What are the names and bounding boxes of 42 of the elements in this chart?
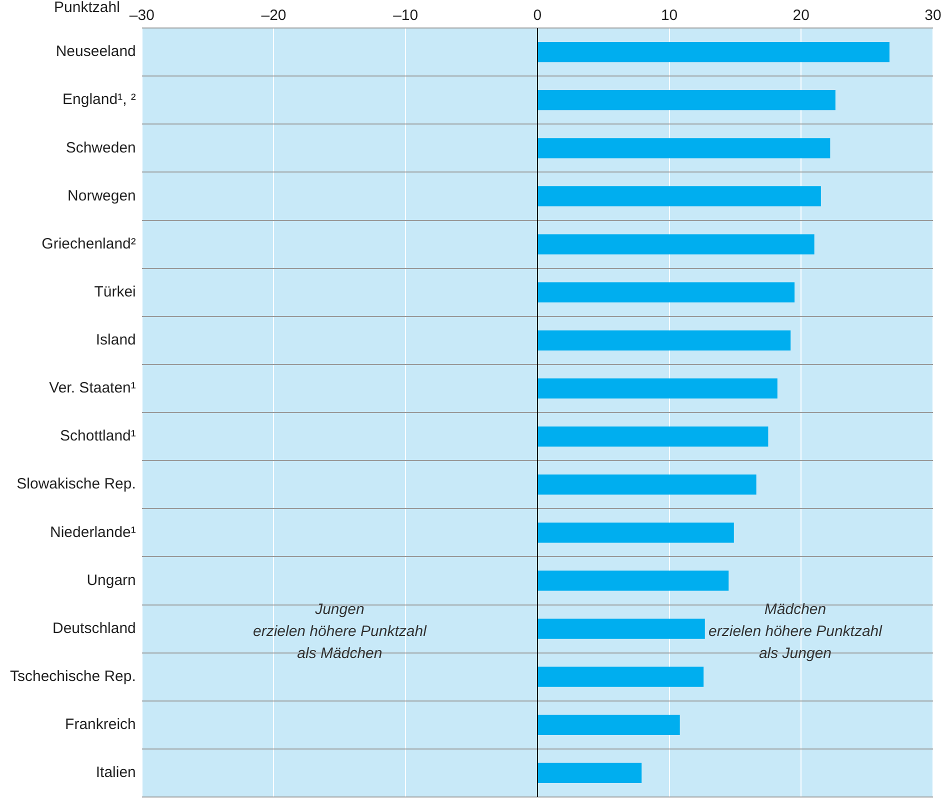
y-tick-label: Deutschland xyxy=(52,620,136,637)
y-tick-label: Ungarn xyxy=(86,572,136,589)
bar xyxy=(538,282,795,302)
y-tick-label: Island xyxy=(96,332,136,349)
x-tick-label: 20 xyxy=(792,7,810,24)
annotation: Mädchen erzielen höhere Punktzahl als Jungen xyxy=(708,600,883,662)
x-tick-label: 0 xyxy=(533,7,542,24)
annotation: Jungen erzielen höhere Punktzahl als Mädchen xyxy=(252,600,428,662)
y-tick-label: Italien xyxy=(96,764,136,782)
y-tick-label: Ver. Staaten¹ xyxy=(49,380,136,397)
bar xyxy=(538,426,768,447)
bar xyxy=(538,762,642,784)
bar xyxy=(538,666,704,687)
y-tick-label: Neuseeland xyxy=(56,43,136,60)
x-tick-label: –10 xyxy=(393,7,418,24)
bar xyxy=(538,90,836,110)
y-tick-label: Tschechische Rep. xyxy=(10,668,136,685)
bar xyxy=(538,714,680,735)
x-tick-label: 10 xyxy=(660,7,678,24)
y-tick-label: Schottland¹ xyxy=(60,428,136,445)
y-tick-label: Griechenland² xyxy=(42,235,136,252)
y-tick-label: Niederlande¹ xyxy=(50,524,136,541)
y-tick-label: Norwegen xyxy=(68,187,136,204)
x-tick-label: 30 xyxy=(924,7,942,24)
y-tick-label: Türkei xyxy=(94,283,136,300)
bar xyxy=(538,330,791,350)
y-tick-label: England¹, ² xyxy=(62,91,136,108)
y-tick-label: Frankreich xyxy=(65,716,136,734)
bar xyxy=(538,618,705,639)
x-tick-label: –30 xyxy=(129,7,154,24)
bar xyxy=(538,138,830,158)
bar xyxy=(538,474,756,495)
x-axis-title: Punktzahl xyxy=(54,0,120,16)
bar xyxy=(538,234,814,254)
y-tick-label: Slowakische Rep. xyxy=(16,476,136,493)
y-tick-label: Schweden xyxy=(66,139,136,156)
x-tick-label: –20 xyxy=(261,7,286,24)
bar xyxy=(538,186,821,206)
bar xyxy=(538,42,890,62)
bar xyxy=(538,522,734,543)
bar xyxy=(538,570,729,591)
bar xyxy=(538,378,778,399)
